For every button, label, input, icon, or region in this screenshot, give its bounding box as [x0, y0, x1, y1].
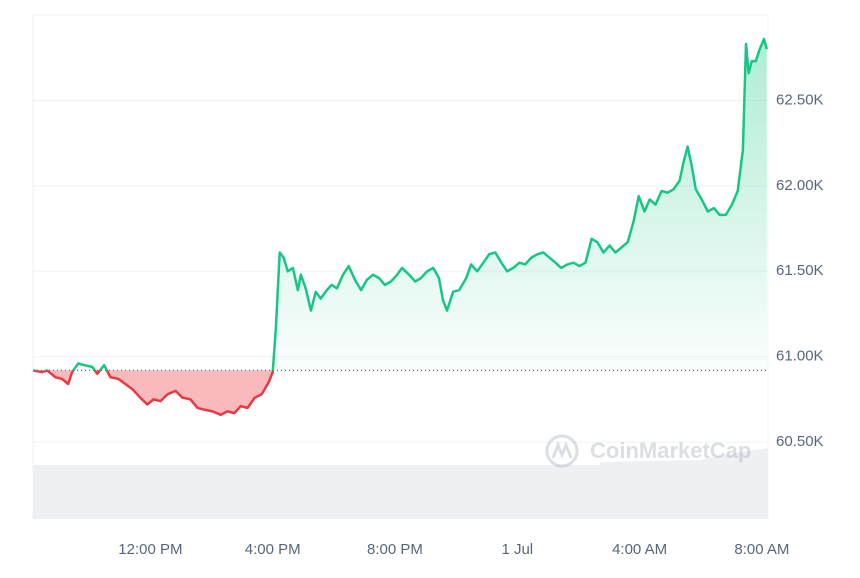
- price-line: [32, 37, 769, 417]
- x-tick-label: 12:00 PM: [118, 541, 182, 558]
- x-tick-label: 8:00 PM: [367, 541, 423, 558]
- watermark-logo: [551, 440, 573, 460]
- y-tick-label: 62.00K: [776, 177, 824, 194]
- x-tick-label: 4:00 AM: [612, 541, 667, 558]
- watermark: CoinMarketCap: [545, 434, 751, 468]
- y-tick-label: 60.50K: [776, 433, 824, 450]
- x-tick-label: 8:00 AM: [734, 541, 789, 558]
- y-tick-label: 62.50K: [776, 91, 824, 108]
- x-tick-label: 1 Jul: [501, 541, 533, 558]
- area: [33, 38, 767, 415]
- x-tick-label: 4:00 PM: [245, 541, 301, 558]
- y-tick-label: 61.00K: [776, 348, 824, 365]
- watermark-logo: [545, 434, 579, 468]
- y-tick-label: 61.50K: [776, 262, 824, 279]
- volume-backdrop: [600, 448, 768, 519]
- watermark-text: CoinMarketCap: [590, 438, 751, 463]
